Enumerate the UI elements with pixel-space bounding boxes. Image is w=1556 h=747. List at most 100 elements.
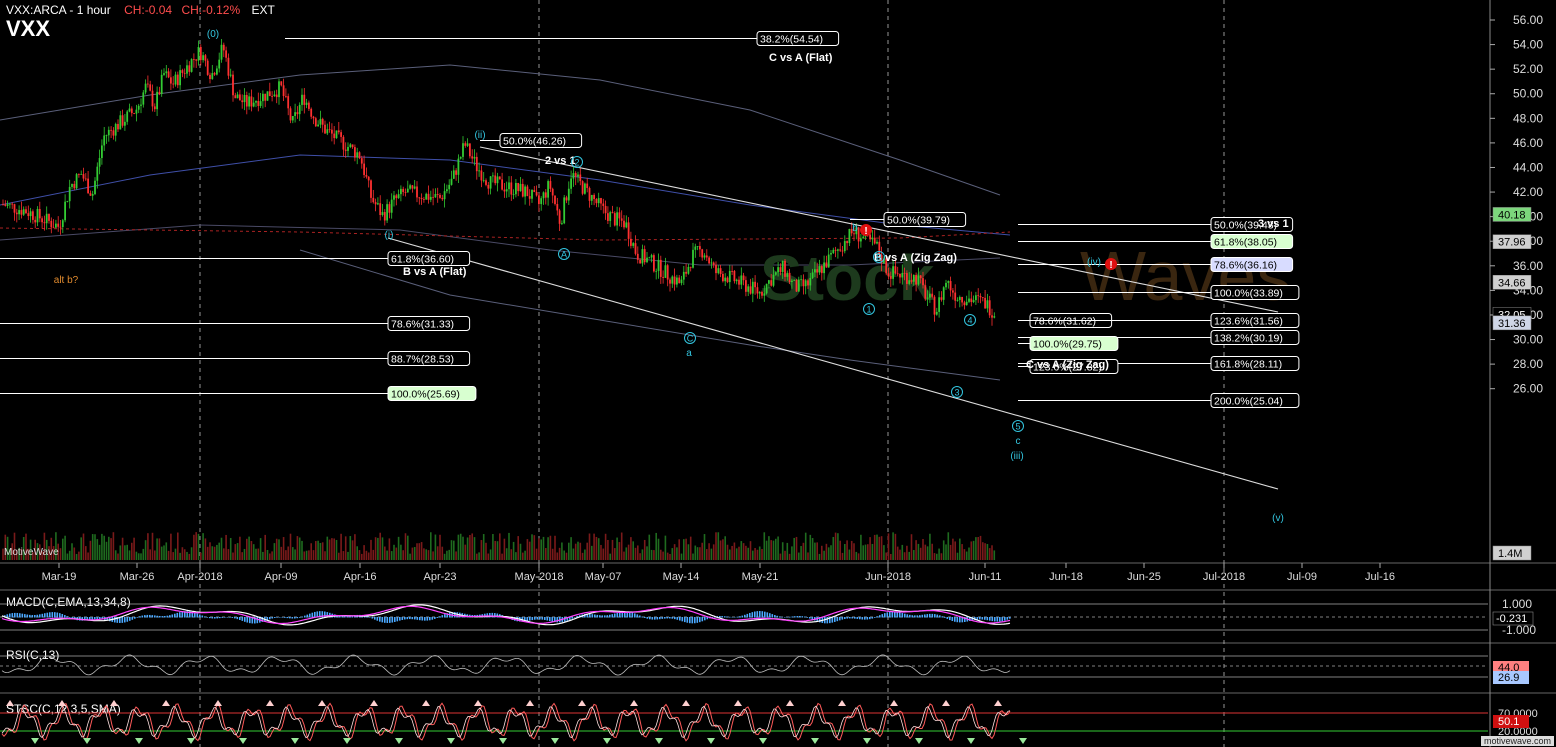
stoch-sell-marker	[318, 700, 326, 706]
fib-level-box	[883, 212, 967, 227]
macd-hist-bar	[884, 613, 886, 618]
volume-bar	[22, 536, 25, 560]
macd-hist-bar	[159, 615, 161, 618]
volume-bar	[315, 541, 317, 560]
volume-bar	[558, 547, 561, 560]
fib-level-label: 38.2%(54.54)	[760, 34, 823, 46]
candle-body	[756, 287, 759, 294]
candle-body	[331, 129, 333, 134]
macd-hist-bar	[831, 617, 834, 623]
candle-body	[395, 195, 398, 199]
candle-body	[436, 194, 439, 195]
candle-body	[209, 74, 211, 80]
candle-body	[128, 108, 131, 112]
wave-circle	[951, 386, 963, 398]
volume-bar	[528, 541, 531, 560]
price-tick-label: 36.00	[1513, 259, 1543, 273]
volume-bar	[236, 543, 239, 560]
candle-body	[429, 196, 432, 200]
volume-bar	[64, 535, 66, 560]
candle-body	[781, 260, 784, 272]
candle-body	[462, 143, 464, 157]
ma-red-dashed	[0, 227, 1011, 241]
volume-bar	[397, 536, 400, 560]
volume-bar	[993, 550, 996, 560]
macd-hist-bar	[531, 617, 534, 621]
candle-body	[301, 94, 303, 105]
volume-bar	[43, 532, 46, 560]
macd-hist-bar	[91, 617, 94, 620]
volume-bar	[620, 532, 623, 560]
volume-bar	[545, 548, 547, 560]
candle-body	[751, 281, 754, 294]
time-tick-label: Apr-09	[264, 571, 297, 583]
macd-hist-bar	[14, 612, 16, 618]
volume-bar	[218, 542, 220, 560]
macd-hist-bar	[421, 617, 424, 621]
macd-hist-bar	[594, 614, 596, 618]
volume-bar	[929, 533, 931, 560]
candle-body	[975, 295, 977, 301]
candle-body	[510, 182, 513, 195]
macd-hist-bar	[406, 617, 409, 620]
volume-bar	[358, 550, 361, 560]
macd-hist-bar	[851, 617, 854, 619]
volume-bar	[752, 550, 754, 560]
macd-hist-bar	[899, 612, 901, 618]
macd-hist-bar	[786, 616, 789, 618]
volume-bar	[89, 540, 92, 560]
volume-bar	[653, 550, 655, 560]
fib-level-label: 50.0%(39.79)	[887, 215, 950, 227]
fib-level-box	[387, 316, 471, 331]
volume-bar	[841, 552, 844, 560]
macd-hist-bar	[49, 612, 51, 618]
watermark-text-2: Waves	[1080, 237, 1291, 315]
macd-hist-bar	[251, 617, 254, 624]
candle-body	[830, 252, 832, 255]
macd-hist-bar	[301, 616, 304, 618]
macd-hist-bar	[929, 613, 931, 618]
price-tick-label: 44.00	[1513, 160, 1543, 174]
macd-hist-bar	[314, 611, 316, 618]
volume-bar	[970, 541, 973, 560]
macd-hist-bar	[996, 617, 999, 622]
volume-bar	[209, 542, 211, 560]
macd-hist-bar	[791, 616, 794, 618]
volume-bar	[319, 542, 322, 560]
candle-body	[535, 191, 538, 196]
macd-hist-bar	[651, 617, 654, 620]
macd-hist-bar	[779, 616, 781, 618]
volume-bar	[942, 540, 945, 560]
price-tick-label: 42.00	[1513, 185, 1543, 199]
extended-hours-badge[interactable]: EXT	[251, 3, 275, 17]
macd-hist-bar	[909, 614, 911, 618]
time-tick-label: Jun-18	[1049, 571, 1083, 583]
candle-body	[147, 83, 149, 85]
volume-bar	[266, 549, 269, 560]
volume-bar	[59, 548, 62, 560]
volume-bar	[78, 551, 80, 560]
macd-hist-bar	[124, 617, 126, 623]
candle-body	[409, 185, 411, 189]
candle-body	[257, 101, 260, 106]
volume-bar	[471, 533, 473, 560]
candle-body	[646, 257, 648, 263]
candle-body	[770, 280, 773, 286]
candle-body	[922, 278, 924, 286]
candle-body	[639, 259, 641, 264]
candle-body	[326, 129, 329, 134]
candle-body	[710, 262, 713, 264]
volume-bar	[425, 549, 427, 560]
candle-body	[61, 220, 64, 228]
candle-body	[119, 115, 122, 130]
candle-body	[544, 192, 547, 198]
candle-body	[87, 178, 89, 194]
volume-bar	[896, 546, 899, 560]
candle-body	[839, 249, 842, 251]
stoch-buy-marker	[83, 738, 91, 744]
macd-hist-bar	[539, 617, 541, 620]
macd-hist-bar	[631, 612, 634, 618]
macd-hist-bar	[756, 611, 759, 618]
macd-hist-bar	[894, 611, 896, 618]
